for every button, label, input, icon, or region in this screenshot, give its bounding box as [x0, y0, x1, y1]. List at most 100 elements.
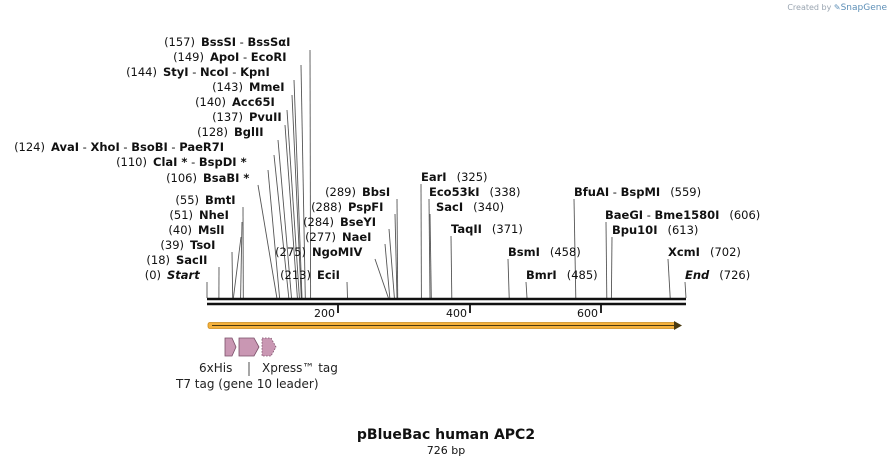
- site-position: (702): [710, 245, 741, 259]
- site-line: [428, 198, 431, 299]
- site-enzyme-names: MmeI: [249, 80, 285, 94]
- site-position: (289): [325, 185, 356, 199]
- enzyme-name: Bpu10I: [612, 223, 657, 237]
- site-line: [300, 64, 306, 299]
- site-position: (0): [145, 268, 161, 282]
- enzyme-separator: -: [239, 50, 250, 64]
- site-position: (137): [212, 110, 243, 124]
- site-line: [267, 169, 281, 299]
- site-line: [284, 124, 298, 299]
- site-enzyme-names: BmrI: [526, 268, 557, 282]
- orf-arrowhead-icon: [674, 321, 682, 330]
- enzyme-name: NgoMIV: [312, 245, 362, 259]
- site-line: [450, 235, 453, 299]
- site-label: TaqII (371): [451, 222, 523, 236]
- site-label: TsoI (39): [160, 238, 215, 252]
- his-tag-arrow: [224, 337, 237, 357]
- site-enzyme-names: StyI - NcoI - KpnI: [163, 65, 270, 79]
- site-line: [231, 251, 234, 299]
- site-position: (213): [280, 268, 311, 282]
- site-position: (157): [164, 35, 195, 49]
- enzyme-separator: -: [79, 140, 90, 154]
- tick-label-400: 400: [446, 307, 467, 320]
- enzyme-separator: -: [229, 65, 240, 79]
- site-enzyme-names: TsoI: [190, 238, 215, 252]
- enzyme-separator: -: [187, 155, 198, 169]
- his-tag-label: 6xHis: [199, 361, 232, 375]
- site-position: (458): [550, 245, 581, 259]
- site-enzyme-names: BbsI: [362, 185, 390, 199]
- site-line: [394, 213, 398, 299]
- site-line: [273, 154, 290, 299]
- site-position: (288): [311, 200, 342, 214]
- site-label: XcmI (702): [668, 245, 741, 259]
- site-label: SacII (18): [146, 253, 207, 267]
- site-label: BaeGI - Bme1580I (606): [605, 208, 760, 222]
- tag-features: 6xHis Xpress™ tag T7 tag (gene 10 leader…: [175, 337, 338, 391]
- site-enzyme-names: ApoI - EcoRI: [210, 50, 287, 64]
- orf-arrow: [207, 321, 682, 330]
- site-position: (613): [667, 223, 698, 237]
- enzyme-name: Start: [167, 268, 200, 282]
- enzyme-name: BmtI: [205, 193, 236, 207]
- site-enzyme-names: BseYI: [340, 215, 376, 229]
- enzyme-name: BspMI: [621, 185, 661, 199]
- site-label: PspFI (288): [311, 200, 383, 214]
- site-label: StyI - NcoI - KpnI (144): [126, 65, 270, 79]
- t7-tag-arrow: [238, 337, 260, 357]
- enzyme-name: BspDI *: [199, 155, 247, 169]
- enzyme-name: NaeI: [342, 230, 371, 244]
- site-line: [309, 49, 312, 299]
- enzyme-name: TsoI: [190, 238, 215, 252]
- site-lines: [206, 49, 687, 299]
- site-position: (338): [490, 185, 521, 199]
- site-line: [684, 281, 687, 299]
- site-enzyme-names: EarI: [421, 170, 447, 184]
- site-position: (143): [212, 80, 243, 94]
- site-label: BsmI (458): [508, 245, 581, 259]
- site-line: [384, 243, 391, 299]
- site-enzyme-names: NheI: [199, 208, 229, 222]
- site-enzyme-names: NaeI: [342, 230, 371, 244]
- enzyme-name: EciI: [317, 268, 340, 282]
- enzyme-name: ApoI: [210, 50, 239, 64]
- site-line: [257, 184, 278, 299]
- enzyme-name: StyI: [163, 65, 189, 79]
- enzyme-name: BmrI: [526, 268, 557, 282]
- snapgene-credit: Created by ✎SnapGene: [787, 3, 887, 13]
- credit-brand: SnapGene: [840, 3, 887, 13]
- site-position: (128): [197, 125, 228, 139]
- enzyme-name: BsmI: [508, 245, 540, 259]
- site-enzyme-names: ClaI * - BspDI *: [153, 155, 247, 169]
- site-label: BmtI (55): [175, 193, 235, 207]
- enzyme-name: End: [685, 268, 710, 282]
- site-label: BssSI - BssSαI (157): [164, 35, 290, 49]
- enzyme-name: ClaI *: [153, 155, 187, 169]
- site-position: (51): [169, 208, 193, 222]
- site-position: (40): [168, 223, 192, 237]
- enzyme-separator: -: [236, 35, 247, 49]
- site-line: [388, 228, 395, 299]
- enzyme-name: BssSI: [201, 35, 236, 49]
- site-position: (559): [670, 185, 701, 199]
- enzyme-name: SacI: [436, 200, 463, 214]
- enzyme-name: BssSαI: [248, 35, 291, 49]
- site-enzyme-names: End: [685, 268, 710, 282]
- site-line: [573, 198, 577, 299]
- enzyme-name: EcoRI: [251, 50, 287, 64]
- enzyme-separator: -: [120, 140, 131, 154]
- site-enzyme-names: BglII: [234, 125, 264, 139]
- enzyme-name: KpnI: [240, 65, 270, 79]
- site-line: [396, 198, 399, 299]
- site-label: BmrI (485): [526, 268, 598, 282]
- site-label: NaeI (277): [305, 230, 371, 244]
- site-enzyme-names: MslI: [198, 223, 225, 237]
- site-line: [374, 258, 389, 299]
- enzyme-name: BfuAI: [574, 185, 609, 199]
- site-enzyme-names: SacI: [436, 200, 463, 214]
- site-label: Acc65I (140): [195, 95, 275, 109]
- site-enzyme-names: BsmI: [508, 245, 540, 259]
- site-enzyme-names: EciI: [317, 268, 340, 282]
- site-enzyme-names: PspFI: [348, 200, 383, 214]
- site-enzyme-names: Acc65I: [232, 95, 275, 109]
